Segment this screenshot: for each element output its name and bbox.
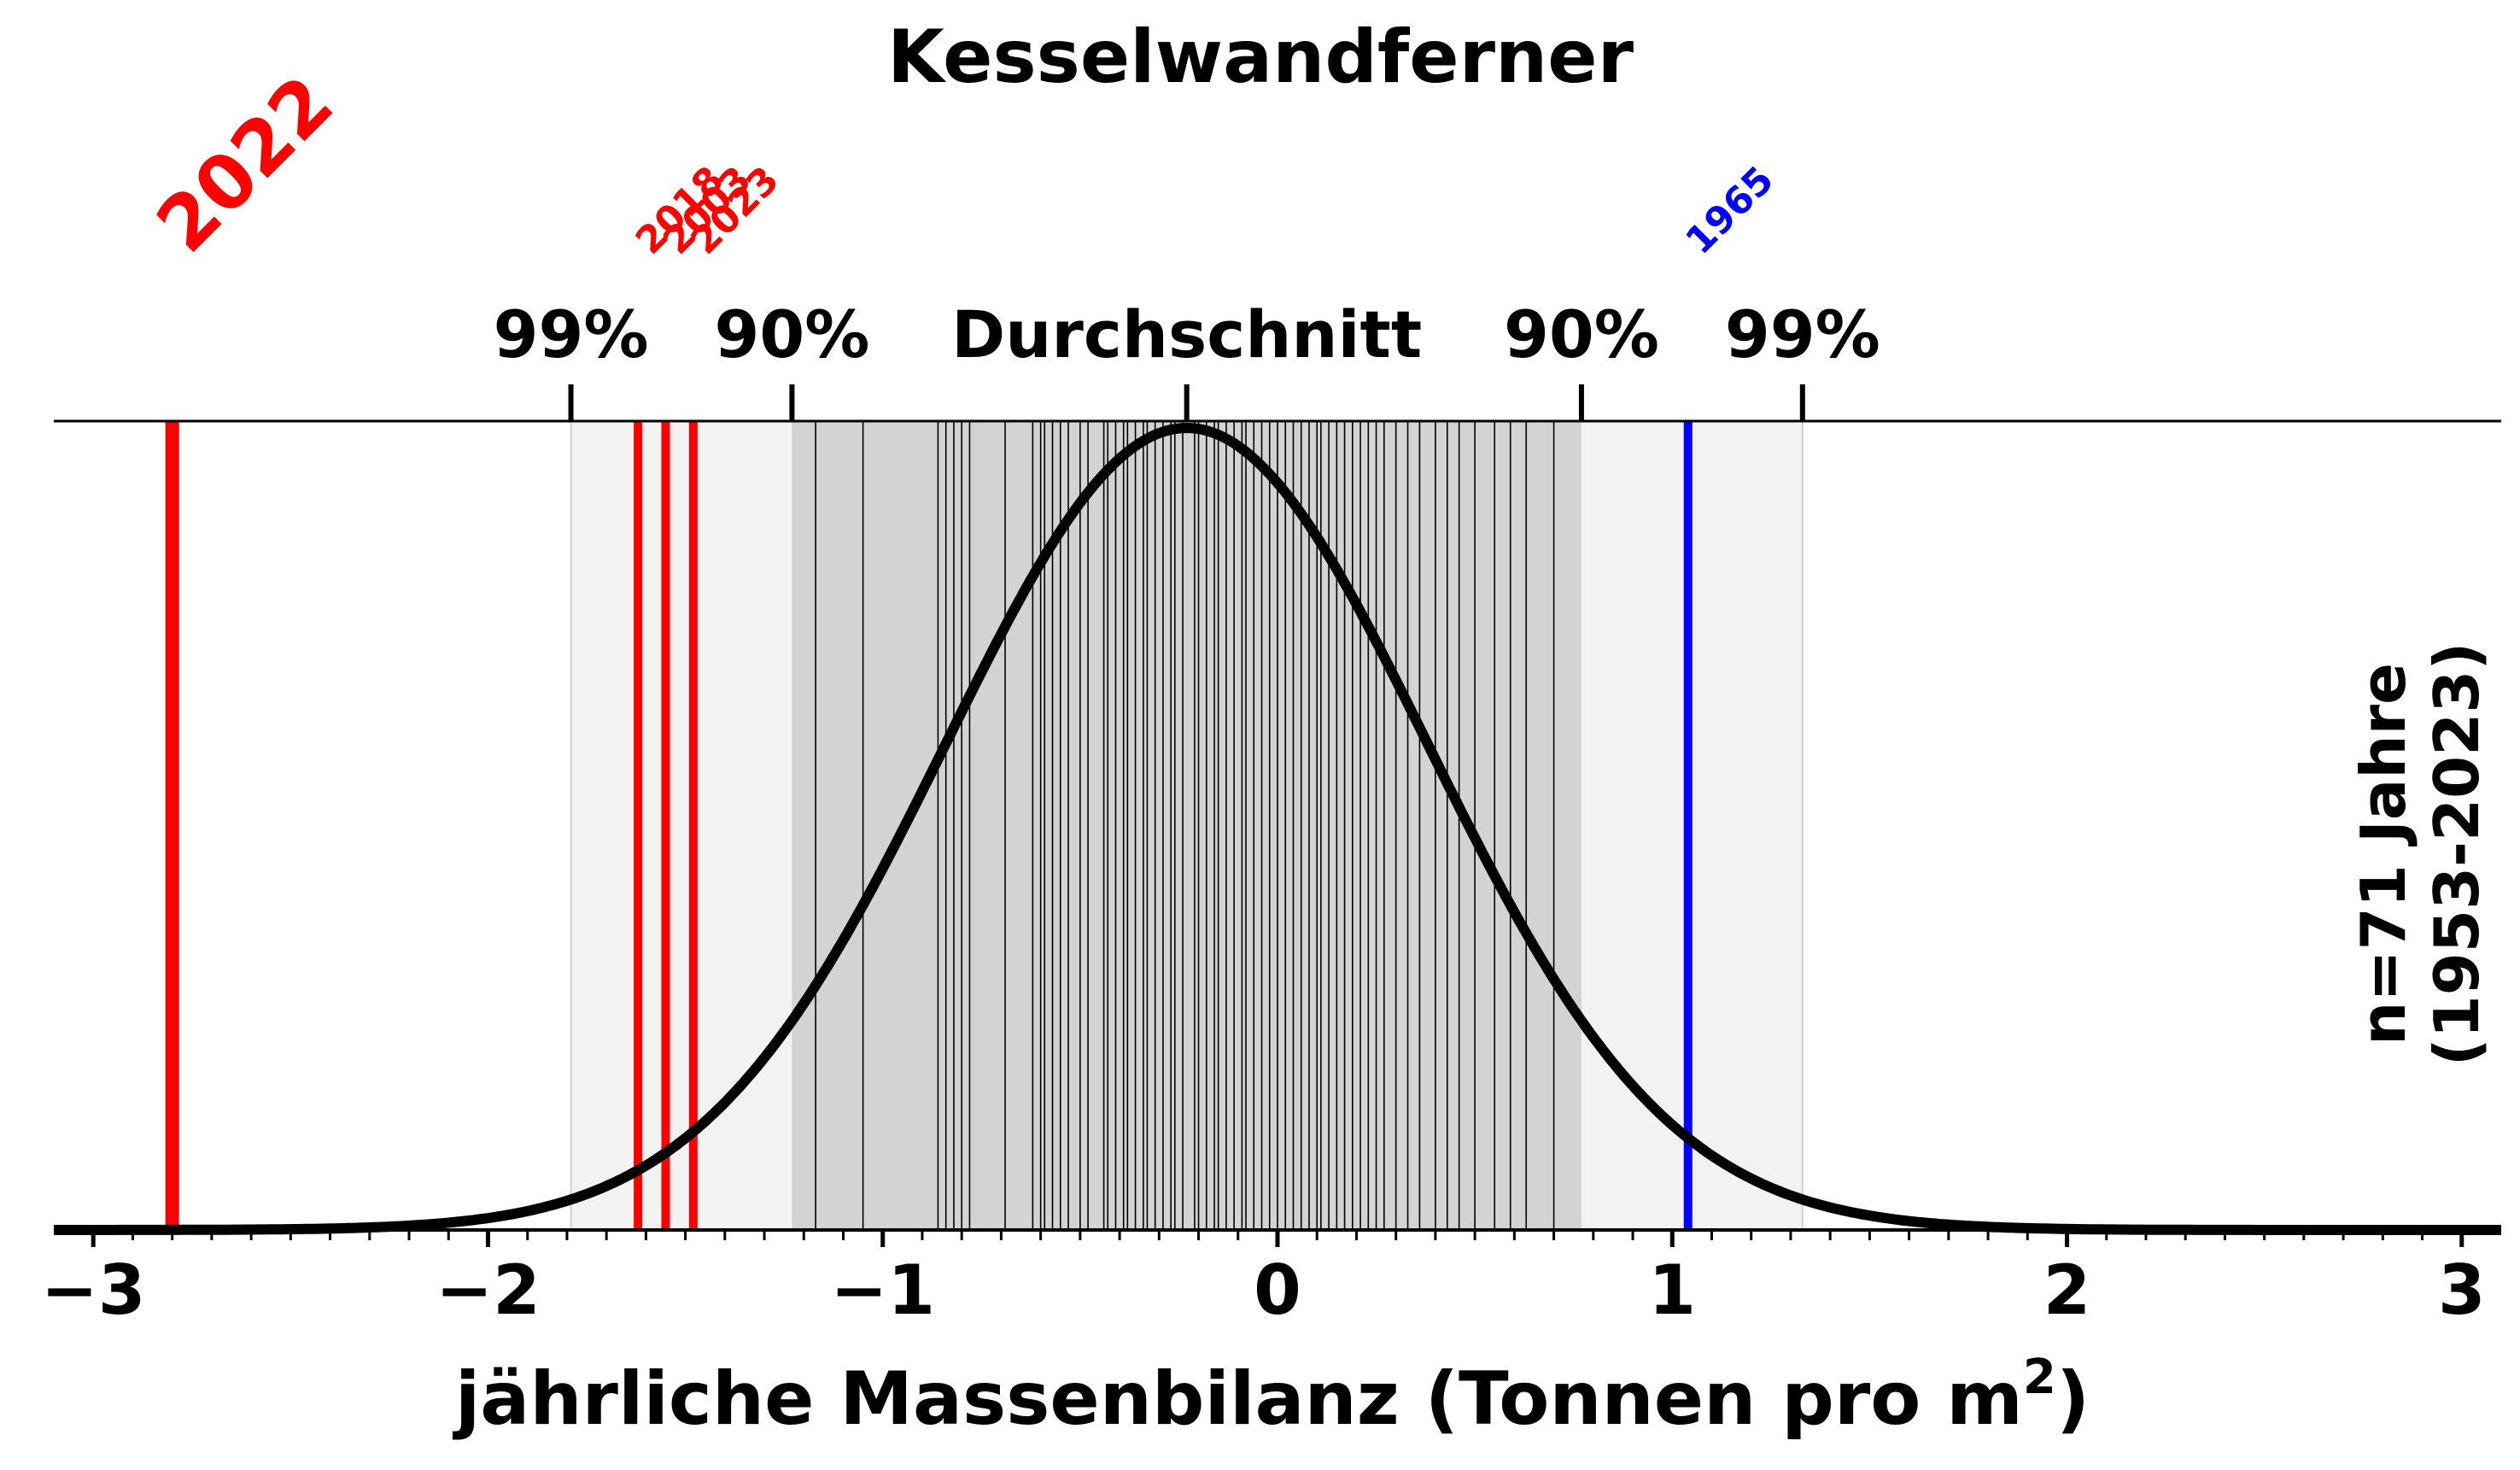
- top-axis-marks: 99% 90% Durchschnitt 90% 99%: [494, 296, 1880, 421]
- band-1: [792, 421, 1582, 1230]
- tick-label: 0: [1254, 1250, 1301, 1330]
- x-axis-label-main: jährliche Massenbilanz (Tonnen pro m: [453, 1356, 2023, 1442]
- year-label-1965: 1965: [1677, 158, 1782, 263]
- tick-label: −2: [436, 1250, 541, 1330]
- sample-size-label: n=71 Jahre (1953-2023): [2348, 642, 2493, 1066]
- x-axis-label-end: ): [2056, 1356, 2090, 1442]
- top-label-mean: Durchschnitt: [951, 296, 1422, 372]
- x-axis-label-superscript: 2: [2023, 1350, 2056, 1405]
- tick-label: 2: [2043, 1250, 2091, 1330]
- tick-label: −1: [830, 1250, 935, 1330]
- chart-title: Kesselwandferner: [887, 15, 1634, 100]
- top-label-high-99: 99%: [1725, 296, 1880, 372]
- tick-label: 1: [1648, 1250, 1696, 1330]
- sample-size-line-2: (1953-2023): [2421, 642, 2493, 1066]
- top-label-low-99: 99%: [494, 296, 649, 372]
- year-label-2022: 2022: [140, 59, 350, 269]
- top-label-low-90: 90%: [714, 296, 869, 372]
- tick-label: −3: [41, 1250, 146, 1330]
- x-axis-label: jährliche Massenbilanz (Tonnen pro m2): [453, 1350, 2090, 1442]
- confidence-bands: [570, 421, 1804, 1230]
- tick-label: 3: [2438, 1250, 2486, 1330]
- x-axis-ticks: −3 −2 −1 0 1 2 3: [41, 1230, 2486, 1330]
- year-lines: [165, 421, 1693, 1230]
- sample-size-line-1: n=71 Jahre: [2348, 663, 2419, 1045]
- top-label-high-90: 90%: [1504, 296, 1659, 372]
